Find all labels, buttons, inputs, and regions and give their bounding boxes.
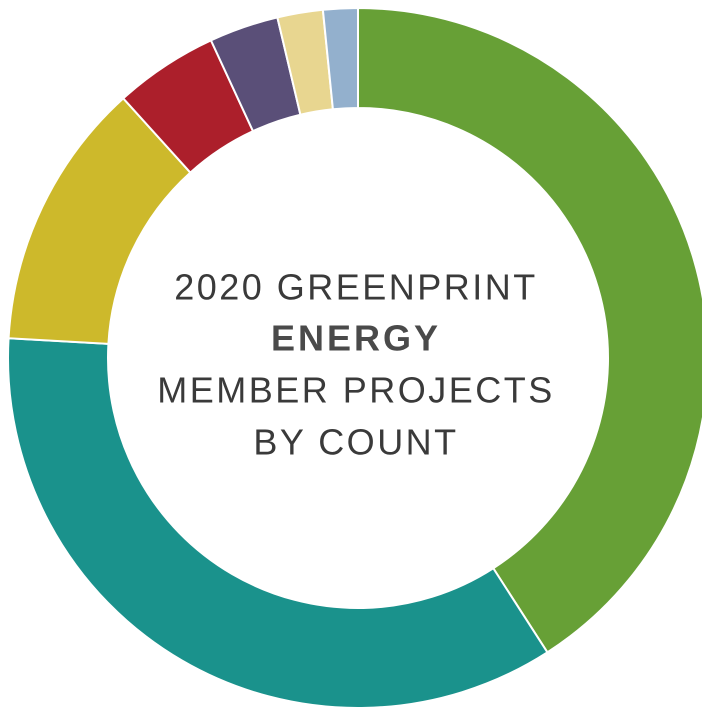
title-line: MEMBER PROJECTS xyxy=(157,370,555,411)
donut-slice xyxy=(321,6,359,111)
title-line: ENERGY xyxy=(271,318,441,359)
title-line: BY COUNT xyxy=(253,422,458,463)
donut-slice xyxy=(7,337,549,708)
title-line: 2020 GREENPRINT xyxy=(174,267,538,308)
donut xyxy=(7,6,702,708)
donut-slice xyxy=(357,6,702,654)
